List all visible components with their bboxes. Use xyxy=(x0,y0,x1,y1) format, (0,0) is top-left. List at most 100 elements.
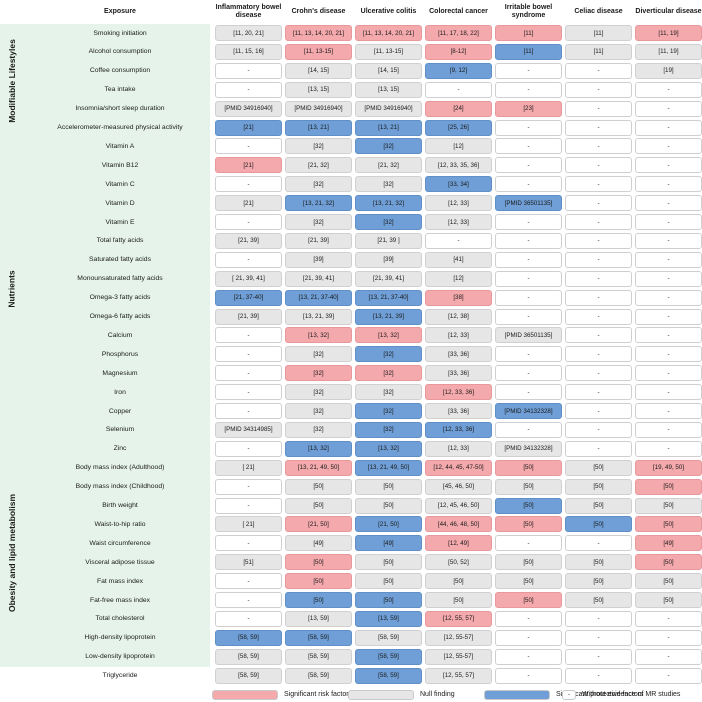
evidence-cell: [21] xyxy=(215,195,282,212)
exposure-label: Vitamin C xyxy=(105,180,135,188)
header-outcome: Celiac disease xyxy=(574,7,623,15)
evidence-cell: [50] xyxy=(565,554,632,571)
evidence-cell: [39] xyxy=(355,251,422,268)
evidence-cell: [8-12] xyxy=(425,43,492,60)
evidence-cell: - xyxy=(565,232,632,249)
evidence-cell: [PMID 34132328] xyxy=(495,440,562,457)
evidence-cell: [11, 13-15] xyxy=(285,43,352,60)
evidence-cell: - xyxy=(215,610,282,627)
evidence-cell: [PMID 34916940] xyxy=(355,100,422,117)
evidence-cell: [50] xyxy=(425,592,492,608)
evidence-cell: - xyxy=(635,138,702,155)
evidence-cell: [50] xyxy=(285,592,352,608)
evidence-cell: - xyxy=(635,648,702,665)
evidence-cell: - xyxy=(565,610,632,627)
evidence-cell: - xyxy=(495,648,562,665)
evidence-cell: [25, 26] xyxy=(425,119,492,136)
legend-item: Null finding xyxy=(348,689,455,700)
evidence-cell: [58, 59] xyxy=(355,648,422,665)
exposure-label: Coffee consumption xyxy=(89,67,151,75)
evidence-cell: [50] xyxy=(635,497,702,514)
legend: Significant risk factors Null finding Sign… xyxy=(0,689,702,701)
evidence-cell: [58, 59] xyxy=(355,667,422,684)
evidence-cell: [12, 49] xyxy=(425,535,492,552)
evidence-cell: - xyxy=(635,421,702,438)
evidence-cell: [13, 21, 39] xyxy=(355,308,422,325)
table-row: Copper - [32] [32] [33, 36] [PMID 34132328] - - xyxy=(0,402,702,420)
evidence-cell: - xyxy=(565,648,632,665)
exposure-label: Monounsaturated fatty acids xyxy=(77,275,163,283)
legend-item: Significant protective factors xyxy=(484,689,644,700)
evidence-cell: [13, 32] xyxy=(355,327,422,344)
evidence-cell: - xyxy=(565,629,632,646)
header-exposure: Exposure xyxy=(104,7,136,15)
evidence-cell: - xyxy=(215,251,282,268)
exposure-label: Calcium xyxy=(107,331,133,339)
table-row: Omega-6 fatty acids [21, 39] [13, 21, 39][… xyxy=(0,308,702,326)
table-row: Accelerometer-measured physical activity… xyxy=(0,119,702,137)
header-outcome: Colorectal cancer xyxy=(429,7,488,15)
evidence-cell: - xyxy=(565,365,632,382)
evidence-cell: - xyxy=(565,214,632,230)
table-row: Zinc - [13, 32] [13, 32] [12, 33] [PMID 34132… xyxy=(0,440,702,458)
evidence-cell: [50] xyxy=(565,497,632,514)
exposure-label: Tea intake xyxy=(104,86,136,94)
evidence-cell: [32] xyxy=(355,384,422,401)
evidence-cell: - xyxy=(565,157,632,174)
evidence-cell: - xyxy=(495,119,562,136)
evidence-cell: [24] xyxy=(425,100,492,117)
table-row: Fat-free mass index - [50] [50] [50] [50] [50]… xyxy=(0,591,702,609)
evidence-cell: [12, 55-57] xyxy=(425,629,492,646)
evidence-cell: [49] xyxy=(355,535,422,552)
evidence-cell: [44, 46, 48, 50] xyxy=(425,516,492,533)
evidence-cell: [21, 39, 41] xyxy=(355,270,422,287)
evidence-cell: [13, 21, 37-40] xyxy=(285,289,352,306)
legend-label: Null finding xyxy=(420,691,455,698)
category-band xyxy=(0,137,210,440)
evidence-cell: - xyxy=(425,232,492,249)
evidence-cell: - xyxy=(635,270,702,287)
evidence-cell: [50] xyxy=(495,497,562,514)
exposure-label: Visceral adipose tissue xyxy=(85,558,155,566)
legend-swatch xyxy=(212,689,278,700)
evidence-cell: [12, 33] xyxy=(425,195,492,212)
table-row: Total cholesterol - [13, 59] [13, 59] [12, 5… xyxy=(0,610,702,628)
header-outcome: Irritable bowel syndrome xyxy=(504,3,553,19)
evidence-cell: [49] xyxy=(635,535,702,552)
evidence-cell: [21, 39, 41] xyxy=(285,270,352,287)
evidence-cell: [32] xyxy=(285,346,352,363)
evidence-cell: - xyxy=(215,573,282,590)
evidence-cell: [12, 33] xyxy=(425,327,492,344)
evidence-cell: [13, 21, 37-40] xyxy=(355,289,422,306)
exposure-label: High-density lipoprotein xyxy=(84,634,156,642)
evidence-cell: - xyxy=(215,214,282,230)
header-outcome: Diverticular disease xyxy=(635,7,702,15)
evidence-cell: - xyxy=(635,308,702,325)
evidence-cell: - xyxy=(565,100,632,117)
evidence-cell: - xyxy=(635,667,702,684)
exposure-label: Vitamin D xyxy=(105,199,135,207)
evidence-cell: - xyxy=(565,251,632,268)
evidence-cell: [12, 33, 35, 36] xyxy=(425,157,492,174)
evidence-cell: - xyxy=(495,346,562,363)
evidence-cell: [14, 15] xyxy=(355,62,422,79)
evidence-cell: - xyxy=(565,327,632,344)
evidence-cell: [50] xyxy=(355,478,422,495)
evidence-cell: - xyxy=(635,327,702,344)
evidence-cell: [21] xyxy=(215,157,282,174)
evidence-cell: [33, 36] xyxy=(425,403,492,419)
evidence-cell: [13, 21, 32] xyxy=(355,195,422,212)
evidence-cell: - xyxy=(635,629,702,646)
exposure-label: Body mass index (Childhood) xyxy=(75,483,165,491)
evidence-cell: [11] xyxy=(495,43,562,60)
exposure-label: Vitamin E xyxy=(105,218,135,226)
evidence-cell: [50] xyxy=(635,573,702,590)
evidence-cell: - xyxy=(215,138,282,155)
evidence-cell: [50] xyxy=(495,516,562,533)
legend-item: - Without evidence of MR studies xyxy=(562,689,680,700)
evidence-cell: - xyxy=(425,81,492,98)
evidence-cell: - xyxy=(635,289,702,306)
evidence-cell: [33, 34] xyxy=(425,176,492,193)
evidence-cell: [21, 32] xyxy=(355,157,422,174)
evidence-cell: [21, 39] xyxy=(215,232,282,249)
